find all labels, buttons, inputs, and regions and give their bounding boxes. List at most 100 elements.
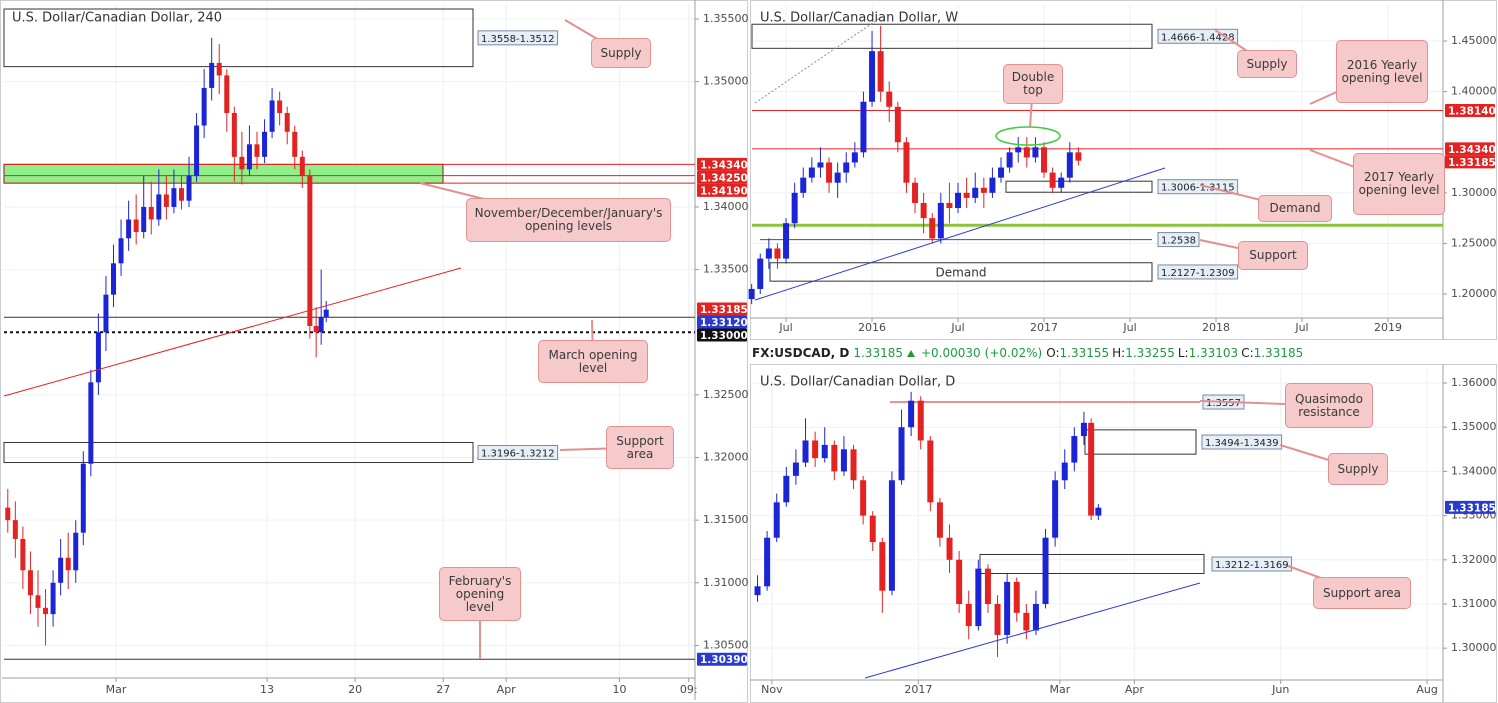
y-tick-label: 1.40000	[1451, 85, 1497, 98]
price-tag	[1445, 103, 1495, 117]
candle-body	[231, 112, 237, 157]
y-tick-label: 1.30500	[703, 638, 749, 651]
panel-frame	[750, 364, 1497, 703]
x-tick-label: Jul	[778, 321, 792, 334]
candle-body	[980, 187, 987, 193]
x-tick-label: 2019	[1374, 321, 1402, 334]
candle-body	[965, 603, 972, 627]
x-tick-label: Nov	[761, 683, 783, 696]
candle-body	[908, 400, 915, 428]
callout: Demand	[1258, 195, 1332, 222]
callout: Support	[1238, 241, 1308, 270]
candle-body	[834, 172, 841, 183]
candle-body	[277, 100, 283, 113]
chart-title: U.S. Dollar/Canadian Dollar, D	[760, 375, 955, 390]
candle-body	[757, 258, 764, 289]
price-tag-label: 1.38140	[1448, 105, 1496, 117]
candle-body	[1075, 152, 1082, 161]
level-label: 1.2127-1.2309	[1157, 264, 1239, 280]
field-value: 1.33103	[1188, 346, 1239, 360]
label-box	[1211, 556, 1293, 572]
candle-body	[239, 156, 245, 170]
callout: 2017 Yearly opening level	[1353, 153, 1445, 215]
price-tag-label: 1.30390	[700, 654, 748, 666]
y-tick-label: 1.30000	[1451, 186, 1497, 199]
candle-body	[802, 440, 809, 463]
candle-body	[216, 62, 222, 76]
last-price: 1.33185	[853, 346, 903, 360]
candle-body	[946, 202, 953, 209]
candle-body	[773, 502, 780, 538]
level-label: 1.3196-1.3212	[477, 444, 559, 460]
price-tag	[697, 183, 747, 197]
trend-line	[754, 17, 881, 104]
candle-body	[903, 142, 910, 183]
candle-body	[808, 167, 815, 178]
candle-body	[989, 177, 996, 193]
candle-body	[937, 202, 944, 239]
candle-body	[851, 152, 858, 163]
candle-body	[764, 537, 771, 587]
candle-body	[194, 125, 200, 176]
candle-body	[118, 238, 124, 264]
y-tick-label: 1.32000	[1451, 553, 1497, 566]
candle-body	[318, 317, 324, 333]
candle-body	[111, 263, 117, 295]
y-tick-label: 1.31500	[703, 513, 749, 526]
candle-body	[201, 87, 207, 126]
candle-body	[95, 332, 101, 383]
price-tag-label: 1.33185	[1448, 502, 1496, 514]
candle-body	[1095, 507, 1102, 516]
candle-body	[936, 502, 943, 538]
zone	[1005, 180, 1153, 193]
candle-body	[156, 194, 162, 220]
candle-body	[88, 382, 94, 464]
x-tick-label: 27	[436, 683, 450, 696]
label-text: 1.3557	[1206, 398, 1241, 409]
y-tick-label: 1.33500	[703, 263, 749, 276]
y-tick-label: 1.35000	[1451, 420, 1497, 433]
callout: 2016 Yearly opening level	[1336, 40, 1428, 103]
field-key: L:	[1177, 346, 1189, 360]
y-tick-label: 1.30000	[1451, 641, 1497, 654]
zone	[769, 262, 1153, 282]
price-tag	[1445, 500, 1495, 514]
y-tick-label: 1.35500	[703, 12, 749, 25]
y-tick-label: 1.36000	[1451, 376, 1497, 389]
candle-body	[886, 91, 893, 107]
level-label: 1.2538	[1157, 232, 1200, 248]
label-text: 1.3558-1.3512	[481, 34, 555, 45]
candle-body	[1066, 152, 1073, 178]
chart-title: U.S. Dollar/Canadian Dollar, W	[760, 11, 958, 26]
candle-body	[262, 131, 268, 157]
candle-body	[20, 538, 26, 571]
candle-body	[1032, 603, 1039, 631]
y-tick-label: 1.25000	[1451, 236, 1497, 249]
price-tag	[697, 302, 747, 316]
label-text: 1.3494-1.3439	[1205, 438, 1279, 449]
x-tick-label: Jul	[950, 321, 964, 334]
candle-body	[888, 480, 895, 591]
candle-body	[783, 223, 790, 259]
candle-body	[80, 463, 86, 533]
candle-body	[975, 568, 982, 627]
price-tag-label: 1.34250	[700, 172, 748, 184]
candle-body	[850, 449, 857, 481]
price-tag	[1445, 142, 1495, 156]
candle-body	[1023, 612, 1030, 631]
level-label: 1.3494-1.3439	[1201, 434, 1283, 450]
callout: Support area	[1313, 577, 1411, 609]
candle-body	[171, 188, 177, 207]
zone	[3, 8, 474, 68]
candle-body	[1080, 422, 1087, 437]
y-tick-label: 1.34000	[1451, 464, 1497, 477]
candle-body	[994, 603, 1001, 635]
change: +0.00030	[920, 346, 981, 360]
callout: Double top	[1003, 64, 1063, 104]
candle-body	[898, 427, 905, 481]
candle-body	[1058, 177, 1065, 188]
callout: March opening level	[538, 340, 648, 383]
candle-body	[1088, 422, 1095, 516]
candle-body	[1013, 581, 1020, 613]
